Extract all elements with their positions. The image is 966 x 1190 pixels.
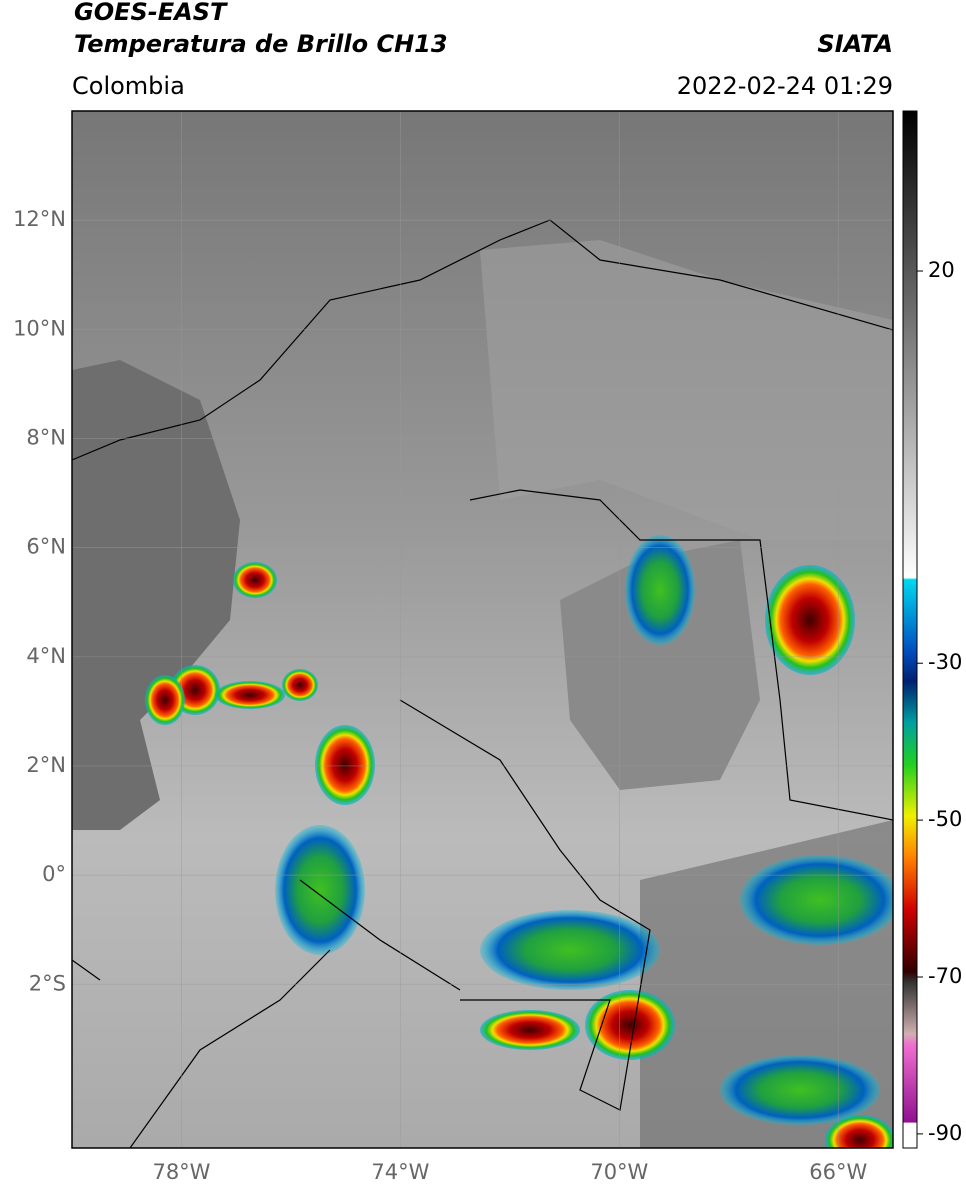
lon-label: 66°W	[809, 1160, 867, 1184]
lon-label: 74°W	[371, 1160, 429, 1184]
map-image	[72, 111, 893, 1148]
region: Colombia	[72, 72, 185, 100]
agency: SIATA	[817, 30, 893, 58]
colorbar-label: -90	[928, 1121, 962, 1145]
title: GOES-EAST	[74, 0, 228, 26]
lat-label: 2°N	[26, 753, 66, 777]
lat-label: 2°S	[29, 971, 66, 995]
lon-label: 70°W	[590, 1160, 648, 1184]
lat-label: 0°	[42, 862, 66, 886]
lat-label: 4°N	[26, 644, 66, 668]
colorbar	[902, 110, 918, 1149]
title: Temperatura de Brillo CH13	[74, 30, 448, 58]
colorbar-label: -50	[928, 807, 962, 831]
colorbar-label: 20	[928, 258, 955, 282]
map-frame	[71, 110, 894, 1149]
lat-label: 10°N	[13, 316, 66, 340]
lat-label: 6°N	[26, 535, 66, 559]
lat-label: 8°N	[26, 425, 66, 449]
lat-label: 12°N	[13, 207, 66, 231]
lon-label: 78°W	[152, 1160, 210, 1184]
colorbar-label: -30	[928, 650, 962, 674]
datetime: 2022-02-24 01:29	[677, 72, 893, 100]
colorbar-label: -70	[928, 964, 962, 988]
